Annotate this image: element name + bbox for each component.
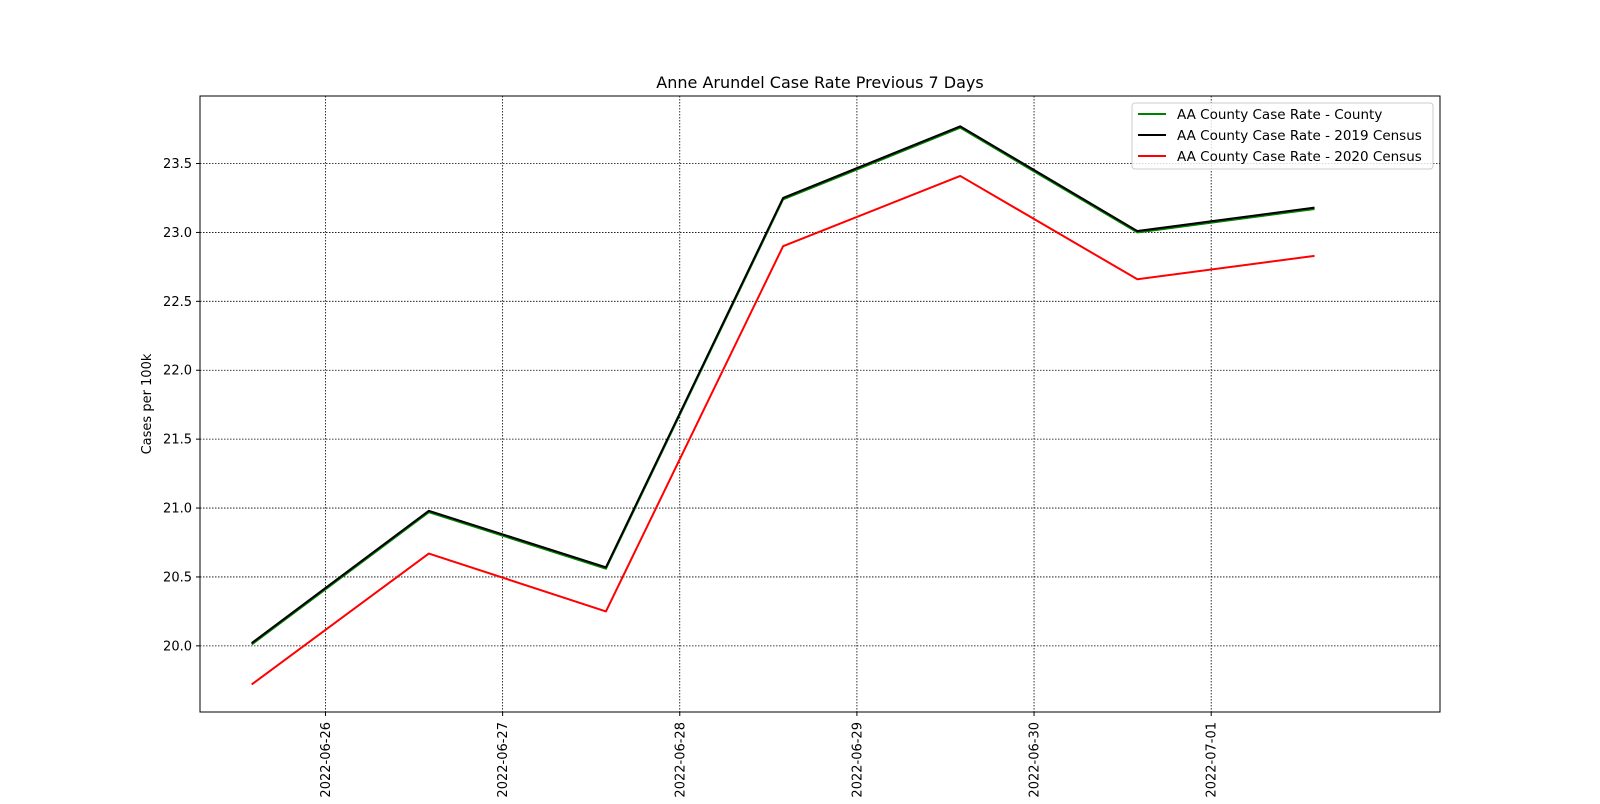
grid-layer <box>200 96 1440 712</box>
y-tick-label: 23.5 <box>163 157 192 172</box>
y-tick-label: 20.5 <box>163 570 192 585</box>
y-tick-label: 23.0 <box>163 226 192 241</box>
legend-box <box>1131 102 1434 170</box>
chart-title: Anne Arundel Case Rate Previous 7 Days <box>656 73 983 92</box>
y-tick-label: 21.5 <box>163 433 192 448</box>
plot-frame <box>199 95 1441 713</box>
y-tick-label: 20.0 <box>163 639 192 654</box>
x-tick-label: 2022-06-29 <box>850 722 865 798</box>
legend: AA County Case Rate - County AA County Ca… <box>1131 102 1434 170</box>
tick-layer: 20.0 20.5 21.0 21.5 22.0 22.5 23.0 23.5 2022-06-… <box>163 157 1220 798</box>
y-axis-label: Cases per 100k <box>140 353 155 454</box>
legend-label-2: AA County Case Rate - 2019 Census <box>1177 128 1422 144</box>
series-line-3 <box>251 174 1315 686</box>
series-line-2 <box>251 125 1315 644</box>
y-tick-label: 22.5 <box>163 295 192 310</box>
x-tick-label: 2022-06-26 <box>319 722 334 798</box>
series-layer <box>251 125 1315 686</box>
x-tick-label: 2022-06-27 <box>496 722 511 798</box>
y-tick-label: 22.0 <box>163 364 192 379</box>
legend-label-1: AA County Case Rate - County <box>1177 107 1382 123</box>
legend-items: AA County Case Rate - County AA County Ca… <box>1138 107 1422 165</box>
x-tick-label: 2022-06-30 <box>1028 722 1043 798</box>
y-tick-label: 21.0 <box>163 502 192 517</box>
legend-label-3: AA County Case Rate - 2020 Census <box>1177 149 1422 165</box>
x-tick-label: 2022-07-01 <box>1205 722 1220 798</box>
x-tick-label: 2022-06-28 <box>673 722 688 798</box>
